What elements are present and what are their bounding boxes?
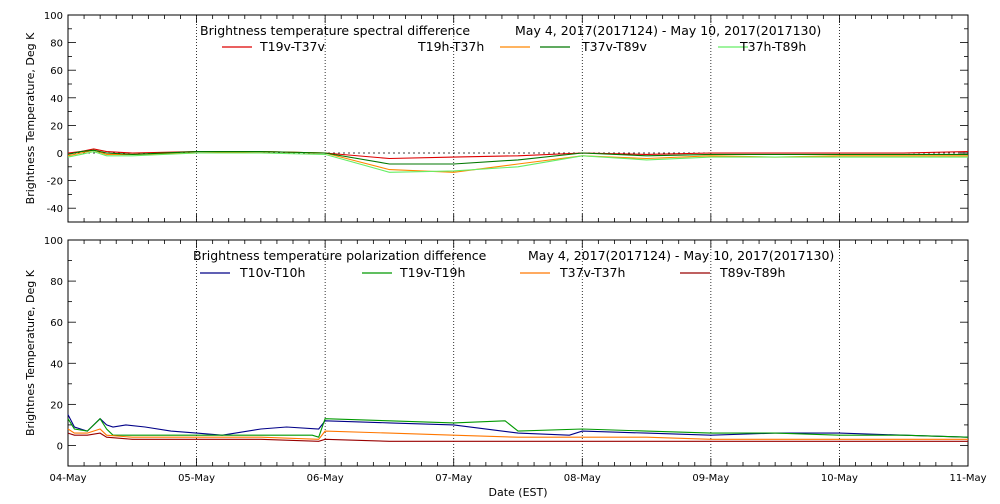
x-tick-label: 06-May bbox=[307, 473, 344, 484]
chart-panel-1: Brightness Temperature, Deg K bbox=[24, 14, 969, 223]
series-line-t89v-t89h bbox=[67, 432, 968, 442]
y-tick-label: 100 bbox=[44, 11, 63, 22]
x-tick-label: 04-May bbox=[49, 473, 86, 484]
y-tick-label: 20 bbox=[50, 121, 63, 132]
series-line-t19v-t19h bbox=[67, 417, 969, 438]
plot-frame bbox=[67, 239, 969, 467]
series-line-t37v-t37h bbox=[67, 428, 968, 440]
x-tick-label: 11-May bbox=[949, 473, 986, 484]
x-tick-label: 05-May bbox=[178, 473, 215, 484]
y-tick-label: 100 bbox=[44, 236, 63, 247]
series-line-t19v-t37v bbox=[67, 148, 969, 160]
x-tick-label: 10-May bbox=[821, 473, 858, 484]
y-axis-label: Brightnes Temperature, Deg K bbox=[24, 269, 37, 436]
chart-panel-2: Brightnes Temperature, Deg K bbox=[24, 239, 969, 467]
x-tick-label: 08-May bbox=[564, 473, 601, 484]
y-tick-label: 80 bbox=[50, 277, 63, 288]
y-tick-label: 20 bbox=[50, 400, 63, 411]
legend-label: T37v-T37h bbox=[559, 265, 625, 280]
y-tick-label: 0 bbox=[57, 441, 63, 452]
x-axis-label: Date (EST) bbox=[488, 486, 547, 499]
chart-date-range: May 4, 2017(2017124) - May 10, 2017(2017… bbox=[528, 248, 834, 263]
legend-label: T19h-T37h bbox=[417, 39, 484, 54]
series-line-t37h-t89h bbox=[67, 151, 968, 173]
chart-date-range: May 4, 2017(2017124) - May 10, 2017(2017… bbox=[515, 23, 821, 38]
x-tick-label: 09-May bbox=[692, 473, 729, 484]
y-tick-label: 40 bbox=[50, 359, 63, 370]
legend-label: T10v-T10h bbox=[239, 265, 305, 280]
legend-label: T89v-T89h bbox=[719, 265, 785, 280]
y-tick-label: 60 bbox=[50, 318, 63, 329]
y-axis-label: Brightness Temperature, Deg K bbox=[24, 32, 37, 204]
legend-label: T37v-T89v bbox=[581, 39, 648, 54]
x-tick-label: 07-May bbox=[435, 473, 472, 484]
legend-label: T19v-T19h bbox=[399, 265, 465, 280]
legend-label: T19v-T37v bbox=[259, 39, 326, 54]
y-tick-label: -20 bbox=[47, 177, 63, 188]
plot-frame bbox=[67, 14, 969, 223]
chart-title: Brightness temperature spectral differen… bbox=[200, 23, 470, 38]
y-tick-label: 60 bbox=[50, 66, 63, 77]
series-line-t37v-t89v bbox=[67, 149, 968, 165]
y-tick-label: 80 bbox=[50, 39, 63, 50]
chart-title: Brightness temperature polarization diff… bbox=[193, 248, 487, 263]
y-tick-label: 0 bbox=[57, 149, 63, 160]
y-tick-label: 40 bbox=[50, 94, 63, 105]
legend-label: T37h-T89h bbox=[739, 39, 806, 54]
series-line-t10v-t10h bbox=[67, 414, 969, 438]
y-tick-label: -40 bbox=[47, 204, 63, 215]
